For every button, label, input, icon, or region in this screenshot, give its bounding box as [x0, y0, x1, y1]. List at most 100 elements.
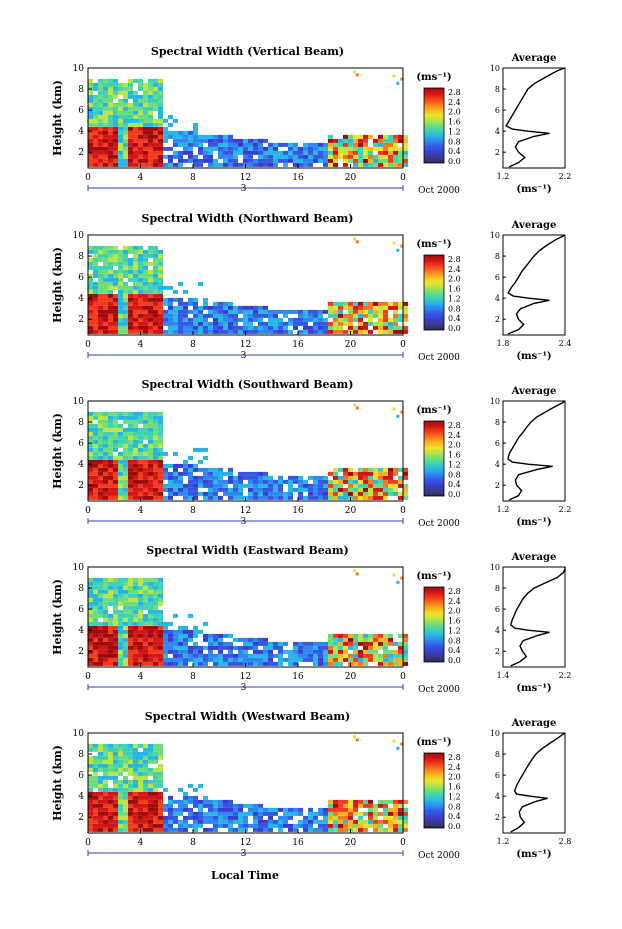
heatmap-cell	[123, 479, 128, 484]
average-x-tick-label: 1.2	[497, 505, 510, 514]
heatmap-cell	[398, 313, 403, 318]
heatmap-cell	[338, 641, 343, 646]
heatmap-cell	[128, 317, 133, 322]
heatmap-cell	[338, 329, 343, 334]
heatmap-cell	[153, 102, 158, 107]
heatmap-cell	[138, 130, 143, 135]
heatmap-cell	[143, 257, 148, 262]
heatmap-cell	[148, 138, 153, 143]
heatmap-cell	[128, 439, 133, 444]
heatmap-cell	[243, 142, 248, 147]
heatmap-cell	[208, 491, 213, 496]
heatmap-cell	[128, 269, 133, 274]
heatmap-cell	[188, 811, 193, 816]
heatmap-cell	[113, 475, 118, 480]
heatmap-cell	[313, 309, 318, 314]
heatmap-cell	[383, 641, 388, 646]
heatmap-cell	[118, 827, 123, 832]
heatmap-cell	[108, 325, 113, 330]
heatmap-cell	[88, 653, 93, 658]
heatmap-cell	[158, 329, 163, 334]
heatmap-cell	[103, 791, 108, 796]
heatmap-cell	[158, 289, 163, 294]
heatmap-cell	[258, 823, 263, 828]
heatmap-cell	[103, 795, 108, 800]
heatmap-cell	[93, 329, 98, 334]
heatmap-cell	[273, 309, 278, 314]
heatmap-cell	[323, 309, 328, 314]
heatmap-cell	[163, 467, 168, 472]
heatmap-cell	[88, 815, 93, 820]
heatmap-cell	[178, 317, 183, 322]
heatmap-cell	[198, 459, 203, 464]
heatmap-cell	[123, 767, 128, 772]
heatmap-cell	[173, 827, 178, 832]
heatmap-cell	[313, 661, 318, 666]
heatmap-cell	[138, 779, 143, 784]
heatmap-cell	[223, 138, 228, 143]
heatmap-cell	[363, 495, 368, 500]
heatmap-cell	[98, 427, 103, 432]
heatmap-cell	[93, 309, 98, 314]
heatmap-cell	[313, 819, 318, 824]
heatmap-cell	[208, 467, 213, 472]
heatmap-cell	[383, 301, 388, 306]
heatmap-cell	[358, 811, 363, 816]
heatmap-cell	[233, 158, 238, 163]
average-y-tick-label: 6	[495, 273, 500, 282]
heatmap-cell	[203, 447, 208, 452]
heatmap-cell	[173, 451, 178, 456]
heatmap-cell	[373, 803, 378, 808]
heatmap-cell	[148, 261, 153, 266]
heatmap-cell	[153, 325, 158, 330]
heatmap-cell	[203, 134, 208, 139]
heatmap-cell	[143, 158, 148, 163]
heatmap-cell	[388, 305, 393, 310]
heatmap-cell	[208, 471, 213, 476]
heatmap-cell	[163, 661, 168, 666]
heatmap-cell	[123, 585, 128, 590]
heatmap-cell	[138, 743, 143, 748]
heatmap-cell	[133, 130, 138, 135]
heatmap-cell	[398, 491, 403, 496]
heatmap-cell	[213, 827, 218, 832]
heatmap-cell	[388, 633, 393, 638]
heatmap-cell	[243, 803, 248, 808]
heatmap-cell	[118, 763, 123, 768]
heatmap-cell	[178, 787, 183, 792]
heatmap-cell	[218, 154, 223, 159]
heatmap-cell	[338, 657, 343, 662]
heatmap-cell	[193, 799, 198, 804]
heatmap-cell	[108, 317, 113, 322]
heatmap-cell	[273, 150, 278, 155]
heatmap-cell	[368, 146, 373, 151]
heatmap-cell	[113, 763, 118, 768]
heatmap-cell	[88, 621, 93, 626]
heatmap-cell	[153, 759, 158, 764]
heatmap-cell	[113, 467, 118, 472]
heatmap-cell	[133, 305, 138, 310]
heatmap-cell	[143, 106, 148, 111]
heatmap-cell	[93, 443, 98, 448]
heatmap-cell	[363, 633, 368, 638]
heatmap-cell	[263, 819, 268, 824]
heatmap-cell	[323, 475, 328, 480]
heatmap-cell	[133, 787, 138, 792]
heatmap-cell	[208, 637, 213, 642]
heatmap-cell	[128, 415, 133, 420]
heatmap-cell	[263, 154, 268, 159]
heatmap-cell	[393, 146, 398, 151]
heatmap-cell	[143, 114, 148, 119]
heatmap-cell	[148, 297, 153, 302]
heatmap-cell	[188, 317, 193, 322]
heatmap-cell	[233, 162, 238, 167]
heatmap-cell	[88, 589, 93, 594]
heatmap-cell	[188, 479, 193, 484]
heatmap-cell	[183, 629, 188, 634]
heatmap-cell	[383, 158, 388, 163]
heatmap-cell	[343, 301, 348, 306]
heatmap-cell	[378, 491, 383, 496]
heatmap-cell	[123, 455, 128, 460]
heatmap-cell	[133, 158, 138, 163]
